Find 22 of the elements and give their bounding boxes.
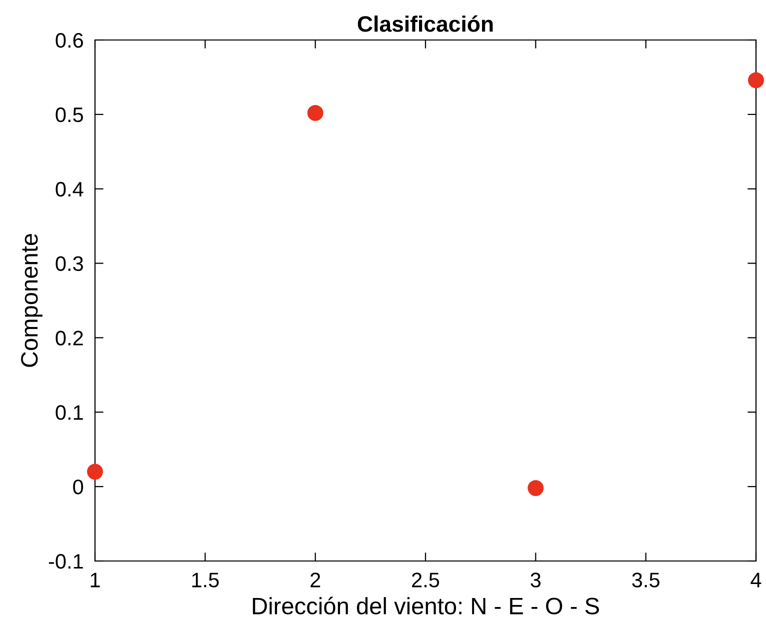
x-tick-label: 3.5 [632, 572, 660, 588]
y-tick-label: 0.2 [56, 330, 83, 346]
y-tick-label: 0.3 [56, 256, 83, 272]
x-tick-label: 4 [750, 572, 762, 588]
x-tick-label: 1 [90, 572, 100, 588]
x-axis-title: Dirección del viento: N - E - O - S [252, 596, 599, 614]
point [307, 104, 324, 121]
y-tick-label: 0.5 [56, 107, 84, 122]
point [87, 464, 103, 480]
y-tick-label: 0.1 [56, 405, 83, 420]
x-tick-label: 2.5 [412, 572, 440, 588]
y-tick-label: 0.4 [56, 182, 84, 197]
y-tick-label: -0.1 [48, 554, 83, 569]
x-tick-label: 3 [530, 572, 541, 588]
point [748, 72, 764, 88]
point [528, 480, 544, 496]
x-tick-label: 1.5 [192, 572, 219, 588]
y-tick-label: 0 [73, 480, 84, 494]
x-tick-label: 2 [310, 572, 320, 588]
chart-title: Clasificación [358, 15, 493, 32]
y-axis-title: Componente [21, 234, 42, 367]
y-tick-label: 0.6 [56, 33, 83, 48]
